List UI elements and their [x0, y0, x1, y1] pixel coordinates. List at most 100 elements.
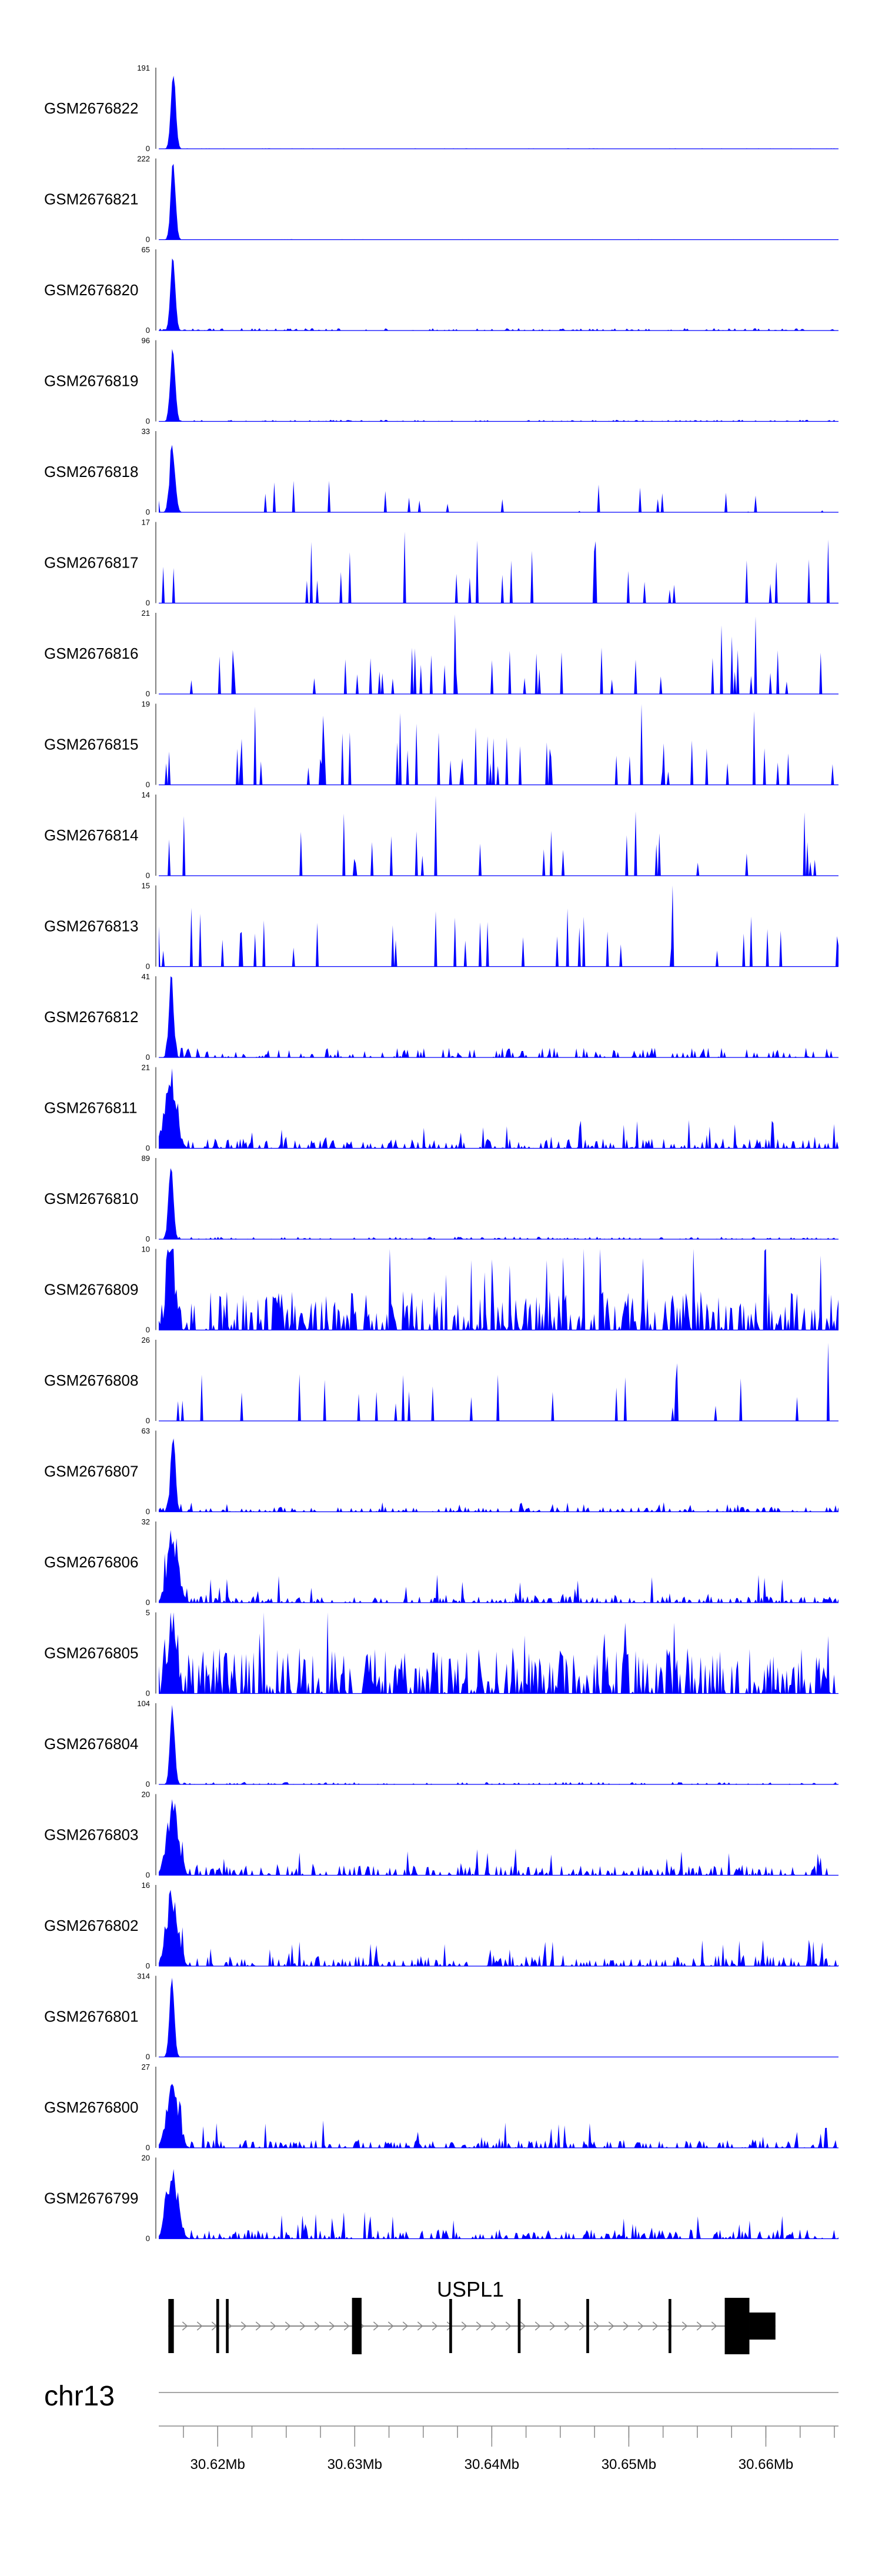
track-ymax-label: 17 — [142, 518, 150, 527]
coverage-area — [159, 976, 838, 1057]
strand-arrow — [579, 2321, 585, 2331]
strand-arrow — [387, 2321, 394, 2331]
coverage-area — [159, 349, 838, 422]
strand-arrow — [505, 2321, 512, 2331]
strand-arrow — [373, 2321, 379, 2331]
track-ymin-label: 0 — [146, 599, 150, 608]
track-label: GSM2676810 — [44, 1190, 138, 1207]
coverage-track: GSM2676811 21 0 — [44, 1063, 838, 1153]
track-label: GSM2676806 — [44, 1553, 138, 1571]
exon-block — [449, 2299, 452, 2353]
strand-arrow — [182, 2321, 188, 2331]
track-ymax-label: 27 — [142, 2063, 150, 2071]
exon-block — [669, 2299, 671, 2353]
coverage-track: GSM2676808 26 0 — [44, 1336, 838, 1425]
coverage-track: GSM2676817 17 0 — [44, 518, 838, 608]
coverage-track: GSM2676801 314 0 — [44, 1972, 838, 2061]
track-label: GSM2676807 — [44, 1463, 138, 1480]
coverage-area — [159, 704, 838, 785]
track-label: GSM2676820 — [44, 281, 138, 299]
track-ymax-label: 16 — [142, 1881, 150, 1890]
track-label: GSM2676821 — [44, 191, 138, 208]
track-ymax-label: 222 — [137, 155, 150, 163]
coverage-track: GSM2676813 15 0 — [44, 882, 838, 971]
exon-block — [724, 2298, 750, 2354]
track-label: GSM2676802 — [44, 1917, 138, 1934]
track-label: GSM2676808 — [44, 1372, 138, 1389]
coverage-track: GSM2676819 96 0 — [44, 336, 838, 426]
strand-arrow — [476, 2321, 482, 2331]
track-ymin-label: 0 — [146, 1144, 150, 1153]
track-label: GSM2676814 — [44, 826, 138, 844]
track-ymin-label: 0 — [146, 1326, 150, 1334]
track-label: GSM2676815 — [44, 736, 138, 753]
track-ymax-label: 20 — [142, 2154, 150, 2163]
track-label: GSM2676799 — [44, 2190, 138, 2207]
track-ymax-label: 104 — [137, 1699, 150, 1708]
track-label: GSM2676811 — [44, 1099, 138, 1117]
exon-block — [517, 2299, 521, 2353]
coverage-area — [159, 2169, 838, 2239]
strand-arrow — [255, 2321, 262, 2331]
coverage-track: GSM2676807 63 0 — [44, 1427, 838, 1516]
coverage-track: GSM2676816 21 0 — [44, 609, 838, 698]
track-ymin-label: 0 — [146, 1234, 150, 1243]
coverage-area — [159, 445, 838, 512]
coverage-area — [159, 1249, 838, 1330]
exon-block — [749, 2313, 776, 2340]
track-label: GSM2676801 — [44, 2008, 138, 2026]
exon-block — [226, 2299, 229, 2353]
gene-name-label: USPL1 — [437, 2277, 504, 2301]
exon-block — [352, 2298, 362, 2354]
coverage-area — [159, 614, 838, 694]
track-label: GSM2676804 — [44, 1735, 138, 1753]
track-ymin-label: 0 — [146, 1689, 150, 1698]
exon-block — [216, 2299, 219, 2353]
coverage-area — [159, 1612, 838, 1694]
strand-arrow — [402, 2321, 409, 2331]
track-ymin-label: 0 — [146, 1053, 150, 1062]
coverage-area — [159, 258, 838, 331]
track-ymin-label: 0 — [146, 508, 150, 516]
coverage-area — [159, 1068, 838, 1149]
coverage-area — [159, 163, 838, 240]
coverage-track: GSM2676800 27 0 — [44, 2063, 838, 2152]
coverage-track: GSM2676812 41 0 — [44, 972, 838, 1062]
coverage-track: GSM2676799 20 0 — [44, 2154, 838, 2243]
track-ymin-label: 0 — [146, 1780, 150, 1788]
track-ymax-label: 5 — [146, 1609, 150, 1617]
track-ymin-label: 0 — [146, 235, 150, 244]
strand-arrow — [285, 2321, 291, 2331]
track-ymax-label: 89 — [142, 1154, 150, 1163]
coverage-track: GSM2676815 19 0 — [44, 700, 838, 789]
coverage-area — [159, 1168, 838, 1239]
coverage-area — [159, 75, 838, 149]
track-ymin-label: 0 — [146, 962, 150, 971]
track-label: GSM2676819 — [44, 372, 138, 390]
track-ymax-label: 26 — [142, 1336, 150, 1344]
track-ymin-label: 0 — [146, 1416, 150, 1425]
track-ymin-label: 0 — [146, 1871, 150, 1880]
track-label: GSM2676809 — [44, 1281, 138, 1299]
exon-block — [168, 2299, 174, 2353]
axis-tick-label: 30.64Mb — [465, 2457, 519, 2472]
gene-model-track: USPL1 — [168, 2277, 776, 2354]
chromosome-label: chr13 — [44, 2381, 115, 2412]
track-label: GSM2676812 — [44, 1008, 138, 1026]
axis-tick-label: 30.63Mb — [328, 2457, 382, 2472]
strand-arrow — [593, 2321, 600, 2331]
track-label: GSM2676822 — [44, 99, 138, 117]
strand-arrow — [490, 2321, 497, 2331]
strand-arrow — [520, 2321, 526, 2331]
track-label: GSM2676818 — [44, 463, 138, 481]
coverage-tracks: GSM26768221910GSM26768212220GSM267682065… — [44, 64, 838, 2243]
track-label: GSM2676817 — [44, 554, 138, 572]
coverage-area — [159, 1704, 838, 1784]
coverage-track: GSM2676822 191 0 — [44, 64, 838, 153]
track-ymin-label: 0 — [146, 1598, 150, 1607]
coverage-track: GSM2676802 16 0 — [44, 1881, 838, 1970]
strand-arrow — [549, 2321, 556, 2331]
genome-axis: chr13 30.62Mb 30.63Mb 30.64Mb 30.65Mb 30.66M… — [44, 2381, 838, 2472]
coverage-track: GSM2676803 20 0 — [44, 1790, 838, 1880]
track-label: GSM2676803 — [44, 1826, 138, 1844]
